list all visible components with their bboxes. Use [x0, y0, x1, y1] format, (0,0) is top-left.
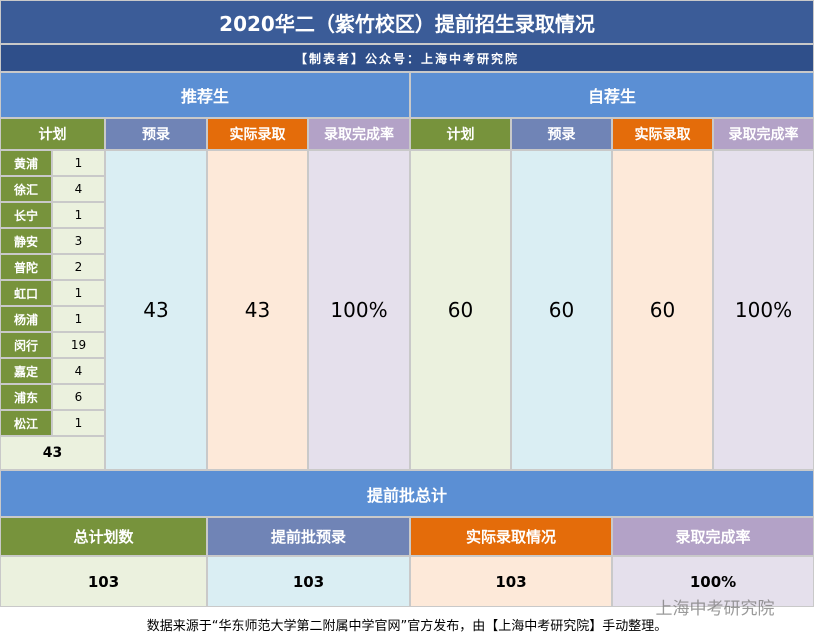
value-cell: 100%	[308, 150, 410, 470]
footer: 数据来源于“华东师范大学第二附属中学官网”官方发布，由【上海中考研究院】手动整理…	[0, 607, 814, 642]
value-cell: 43	[207, 150, 308, 470]
summary-value: 103	[0, 556, 207, 607]
district-plan: 1	[52, 306, 105, 332]
value-cell: 43	[105, 150, 207, 470]
district-name: 嘉定	[0, 358, 52, 384]
district-plan: 6	[52, 384, 105, 410]
district-plan: 1	[52, 150, 105, 176]
district-name: 长宁	[0, 202, 52, 228]
district-name: 闵行	[0, 332, 52, 358]
watermark: 上海中考研究院	[655, 598, 775, 619]
value-cell: 60	[612, 150, 713, 470]
column-header: 实际录取	[207, 118, 308, 150]
summary-header: 提前批预录	[207, 517, 410, 556]
district-name: 黄浦	[0, 150, 52, 176]
summary-header: 实际录取情况	[410, 517, 612, 556]
column-header: 实际录取	[612, 118, 713, 150]
section-header: 推荐生	[0, 72, 410, 118]
district-name: 普陀	[0, 254, 52, 280]
district-name: 浦东	[0, 384, 52, 410]
district-plan: 4	[52, 176, 105, 202]
summary-value: 103	[207, 556, 410, 607]
district-plan: 3	[52, 228, 105, 254]
district-plan: 2	[52, 254, 105, 280]
district-name: 杨浦	[0, 306, 52, 332]
district-plan: 19	[52, 332, 105, 358]
section-header: 自荐生	[410, 72, 814, 118]
column-header: 录取完成率	[308, 118, 410, 150]
district-plan: 4	[52, 358, 105, 384]
district-name: 虹口	[0, 280, 52, 306]
column-header: 预录	[105, 118, 207, 150]
column-header: 录取完成率	[713, 118, 814, 150]
summary-value: 103	[410, 556, 612, 607]
summary-value: 100%	[612, 556, 814, 607]
title: 2020华二（紫竹校区）提前招生录取情况	[0, 0, 814, 44]
district-name: 静安	[0, 228, 52, 254]
value-cell: 60	[410, 150, 511, 470]
column-header: 计划	[410, 118, 511, 150]
district-total: 43	[0, 436, 105, 470]
column-header: 预录	[511, 118, 612, 150]
district-name: 徐汇	[0, 176, 52, 202]
column-header: 计划	[0, 118, 105, 150]
subtitle: 【制表者】公众号：上海中考研究院	[0, 44, 814, 72]
district-plan: 1	[52, 202, 105, 228]
district-plan: 1	[52, 280, 105, 306]
value-cell: 100%	[713, 150, 814, 470]
district-name: 松江	[0, 410, 52, 436]
district-plan: 1	[52, 410, 105, 436]
summary-header: 录取完成率	[612, 517, 814, 556]
value-cell: 60	[511, 150, 612, 470]
summary-header: 总计划数	[0, 517, 207, 556]
summary-title: 提前批总计	[0, 470, 814, 517]
